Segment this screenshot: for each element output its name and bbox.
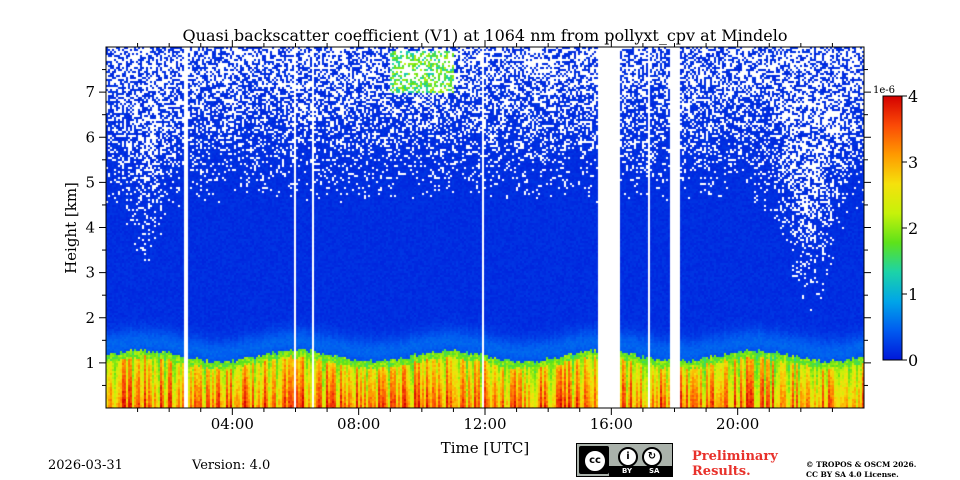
footer-version: Version: 4.0 (192, 458, 271, 473)
y-tick-label-3: 4 (85, 219, 95, 237)
colorbar-bar (882, 95, 903, 361)
colorbar-tick-label-0: 0 (908, 351, 918, 370)
preliminary-notice: Preliminary Results. (692, 449, 778, 479)
y-tick-label-4: 5 (85, 173, 95, 191)
x-axis-label: Time [UTC] (441, 439, 530, 457)
y-tick-label-5: 6 (85, 128, 95, 146)
colorbar-tick-label-2: 2 (908, 219, 918, 238)
preliminary-line-2: Results. (692, 464, 751, 479)
cc-label-strip: BY SA (609, 466, 672, 476)
plot-area (106, 47, 864, 408)
chart-title: Quasi backscatter coefficient (V1) at 10… (183, 26, 788, 45)
preliminary-line-1: Preliminary (692, 449, 778, 464)
axes: 04:00 08:00 12:00 16:00 20:00 1 2 3 4 5 6 7 (85, 40, 871, 433)
attribution-icon: i (618, 447, 638, 467)
x-tick-label-0: 04:00 (211, 415, 254, 433)
footer-date: 2026-03-31 (48, 458, 123, 473)
cc-icon: cc (583, 449, 607, 473)
share-alike-icon: ↻ (642, 447, 662, 467)
cc-license-badge[interactable]: cc i ↻ BY SA (576, 443, 673, 477)
x-tick-label-3: 16:00 (590, 415, 633, 433)
colorbar-tick-label-4: 4 (908, 87, 918, 106)
y-tick-label-2: 3 (85, 264, 95, 282)
cc-logo-block: cc (579, 446, 609, 474)
colorbar-tick-label-3: 3 (908, 153, 918, 172)
x-tick-label-4: 20:00 (716, 415, 759, 433)
copyright-line-1: © TROPOS & OSCM 2026. (806, 460, 917, 469)
cc-sa-label: SA (649, 467, 660, 475)
copyright-line-2: CC BY SA 4.0 License. (806, 470, 899, 479)
x-tick-label-1: 08:00 (337, 415, 380, 433)
heatmap-image (106, 47, 864, 408)
x-tick-label-2: 12:00 (463, 415, 506, 433)
colorbar-tick-label-1: 1 (908, 285, 918, 304)
colorbar-scale-label: 1e-6 (873, 85, 895, 96)
cc-by-label: BY (622, 467, 633, 475)
y-tick-label-6: 7 (85, 83, 95, 101)
y-axis-label: Height [km] (62, 182, 80, 274)
copyright-notice: © TROPOS & OSCM 2026. CC BY SA 4.0 Licen… (806, 460, 916, 480)
y-tick-label-0: 1 (85, 354, 95, 372)
y-tick-label-1: 2 (85, 309, 95, 327)
colorbar: 0 1 2 3 4 1e-6 (873, 85, 918, 370)
